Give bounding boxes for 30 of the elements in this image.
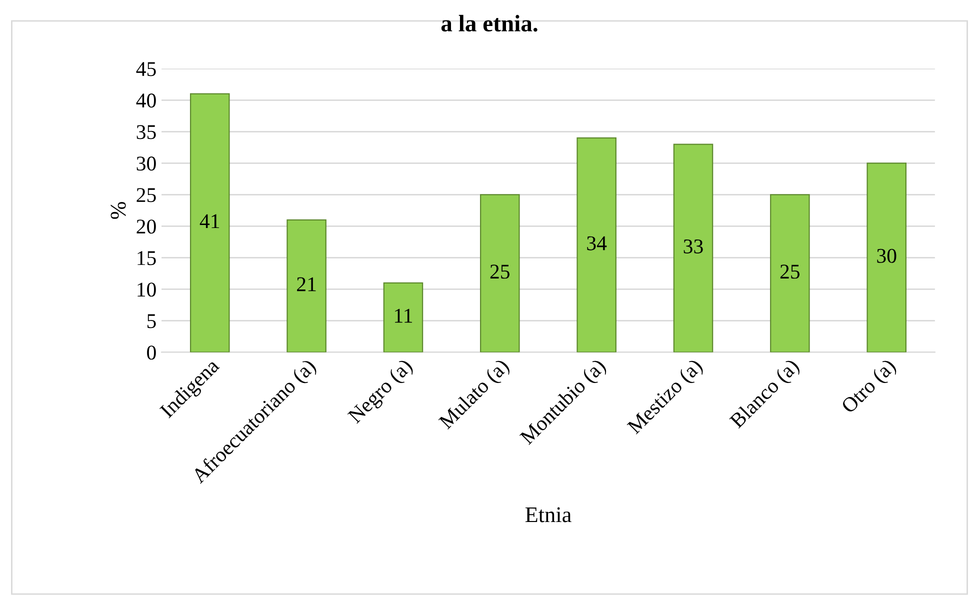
y-tick-label: 20 (136, 220, 156, 234)
x-axis-title: Etnia (525, 507, 572, 522)
data-label: 34 (587, 236, 607, 250)
y-tick-label: 30 (136, 156, 156, 171)
data-label: 25 (780, 264, 800, 279)
y-tick-label: 25 (136, 188, 156, 202)
y-tick-label: 40 (136, 94, 156, 108)
bar (866, 162, 906, 352)
data-label: 41 (200, 214, 220, 228)
bar (286, 219, 326, 352)
bar (383, 282, 424, 352)
y-tick-label: 15 (138, 251, 156, 266)
bar (190, 93, 230, 352)
data-label: 21 (297, 277, 316, 292)
data-label: 11 (395, 308, 412, 323)
bar (576, 137, 616, 352)
chart-title: a la etnia. (441, 14, 538, 32)
data-label: 25 (490, 264, 510, 279)
y-tick-label: 0 (147, 346, 156, 360)
y-tick-label: 35 (136, 125, 156, 140)
y-axis-title: % (110, 202, 126, 219)
y-tick-label: 10 (138, 282, 156, 297)
y-tick-label: 5 (147, 314, 156, 328)
bar (673, 144, 714, 352)
y-tick-label: 45 (136, 62, 156, 76)
data-label: 33 (684, 239, 703, 254)
bar (770, 194, 810, 352)
data-label: 30 (877, 248, 896, 263)
x-tick-label: Otro (a) (840, 358, 900, 417)
bar (480, 194, 520, 352)
